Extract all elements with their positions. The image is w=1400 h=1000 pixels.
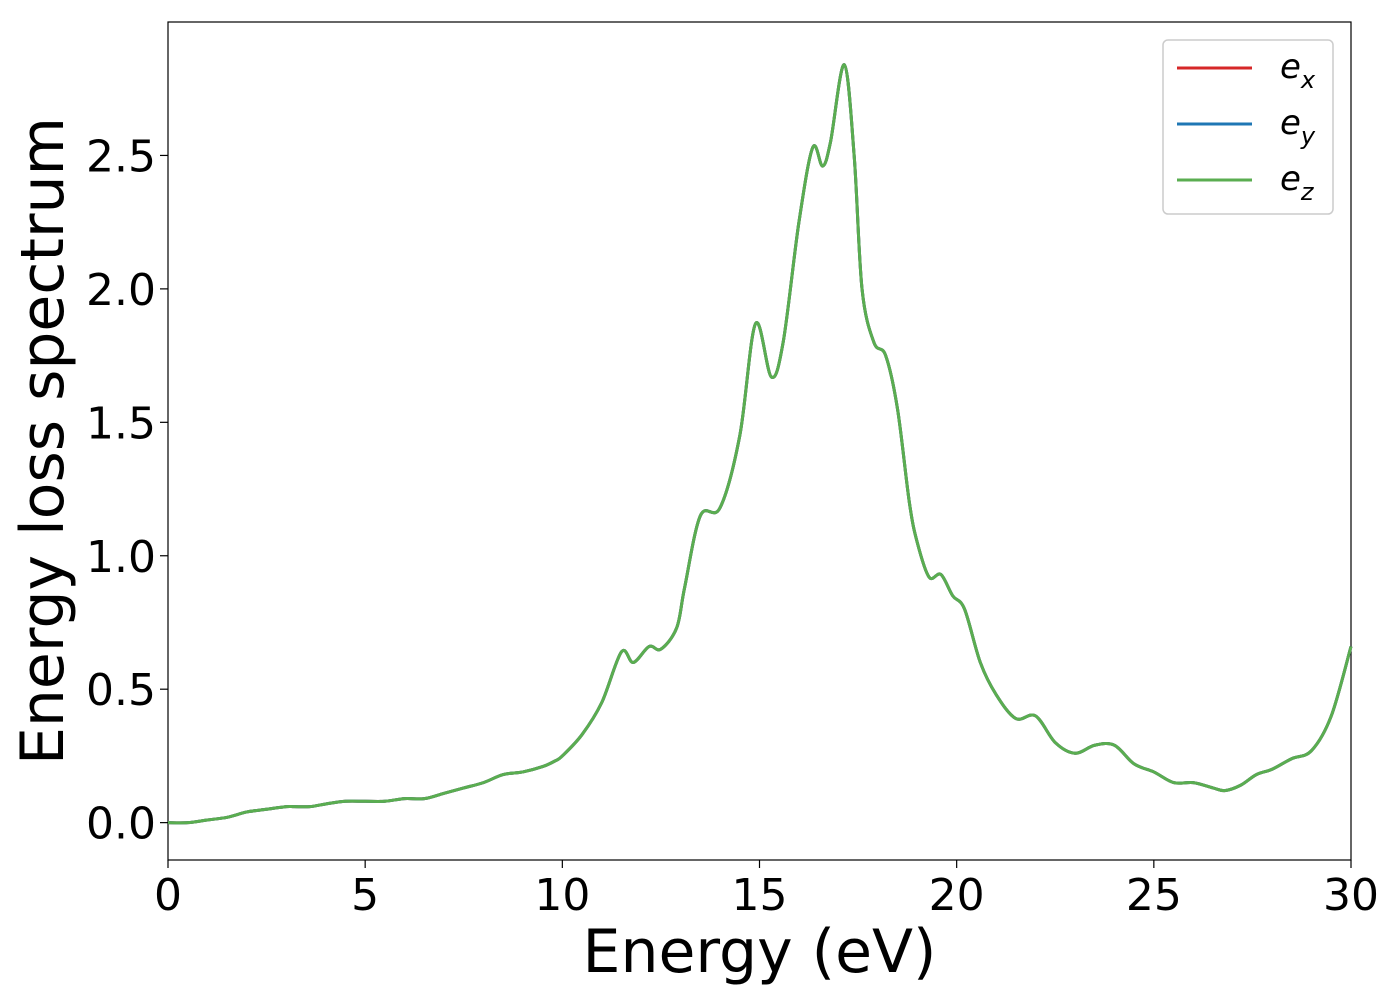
y-tick-label: 2.0 bbox=[86, 265, 156, 316]
legend-label-sub: y bbox=[1300, 122, 1316, 150]
y-axis-label: Energy loss spectrum bbox=[8, 117, 78, 765]
x-tick-label: 0 bbox=[154, 870, 182, 921]
legend-label-x: ex bbox=[1280, 47, 1316, 94]
y-axis-ticks: 0.0 0.5 1.0 1.5 2.0 2.5 bbox=[86, 131, 168, 850]
y-tick-label: 2.5 bbox=[86, 131, 156, 182]
x-tick-label: 20 bbox=[929, 870, 985, 921]
x-tick-label: 15 bbox=[732, 870, 788, 921]
x-tick-label: 30 bbox=[1323, 870, 1379, 921]
y-tick-label: 0.5 bbox=[86, 665, 156, 716]
x-tick-label: 25 bbox=[1126, 870, 1182, 921]
x-axis-ticks: 0 5 10 15 20 25 30 bbox=[154, 860, 1379, 921]
x-tick-label: 10 bbox=[534, 870, 590, 921]
legend-label-y: ey bbox=[1280, 103, 1316, 150]
legend-label-base: e bbox=[1280, 103, 1301, 143]
legend-label-sub: x bbox=[1300, 66, 1316, 94]
series-layer bbox=[167, 63, 1353, 825]
y-tick-label: 0.0 bbox=[86, 799, 156, 850]
legend-label-base: e bbox=[1280, 47, 1301, 87]
y-tick-label: 1.5 bbox=[86, 398, 156, 449]
x-tick-label: 5 bbox=[351, 870, 379, 921]
legend-box bbox=[1162, 39, 1334, 215]
y-tick-label: 1.0 bbox=[86, 532, 156, 583]
legend-label-z: ez bbox=[1280, 159, 1315, 206]
series-line-z bbox=[167, 63, 1353, 825]
x-axis-label: Energy (eV) bbox=[583, 917, 937, 987]
legend-label-base: e bbox=[1280, 159, 1301, 199]
legend-label-sub: z bbox=[1300, 178, 1315, 206]
